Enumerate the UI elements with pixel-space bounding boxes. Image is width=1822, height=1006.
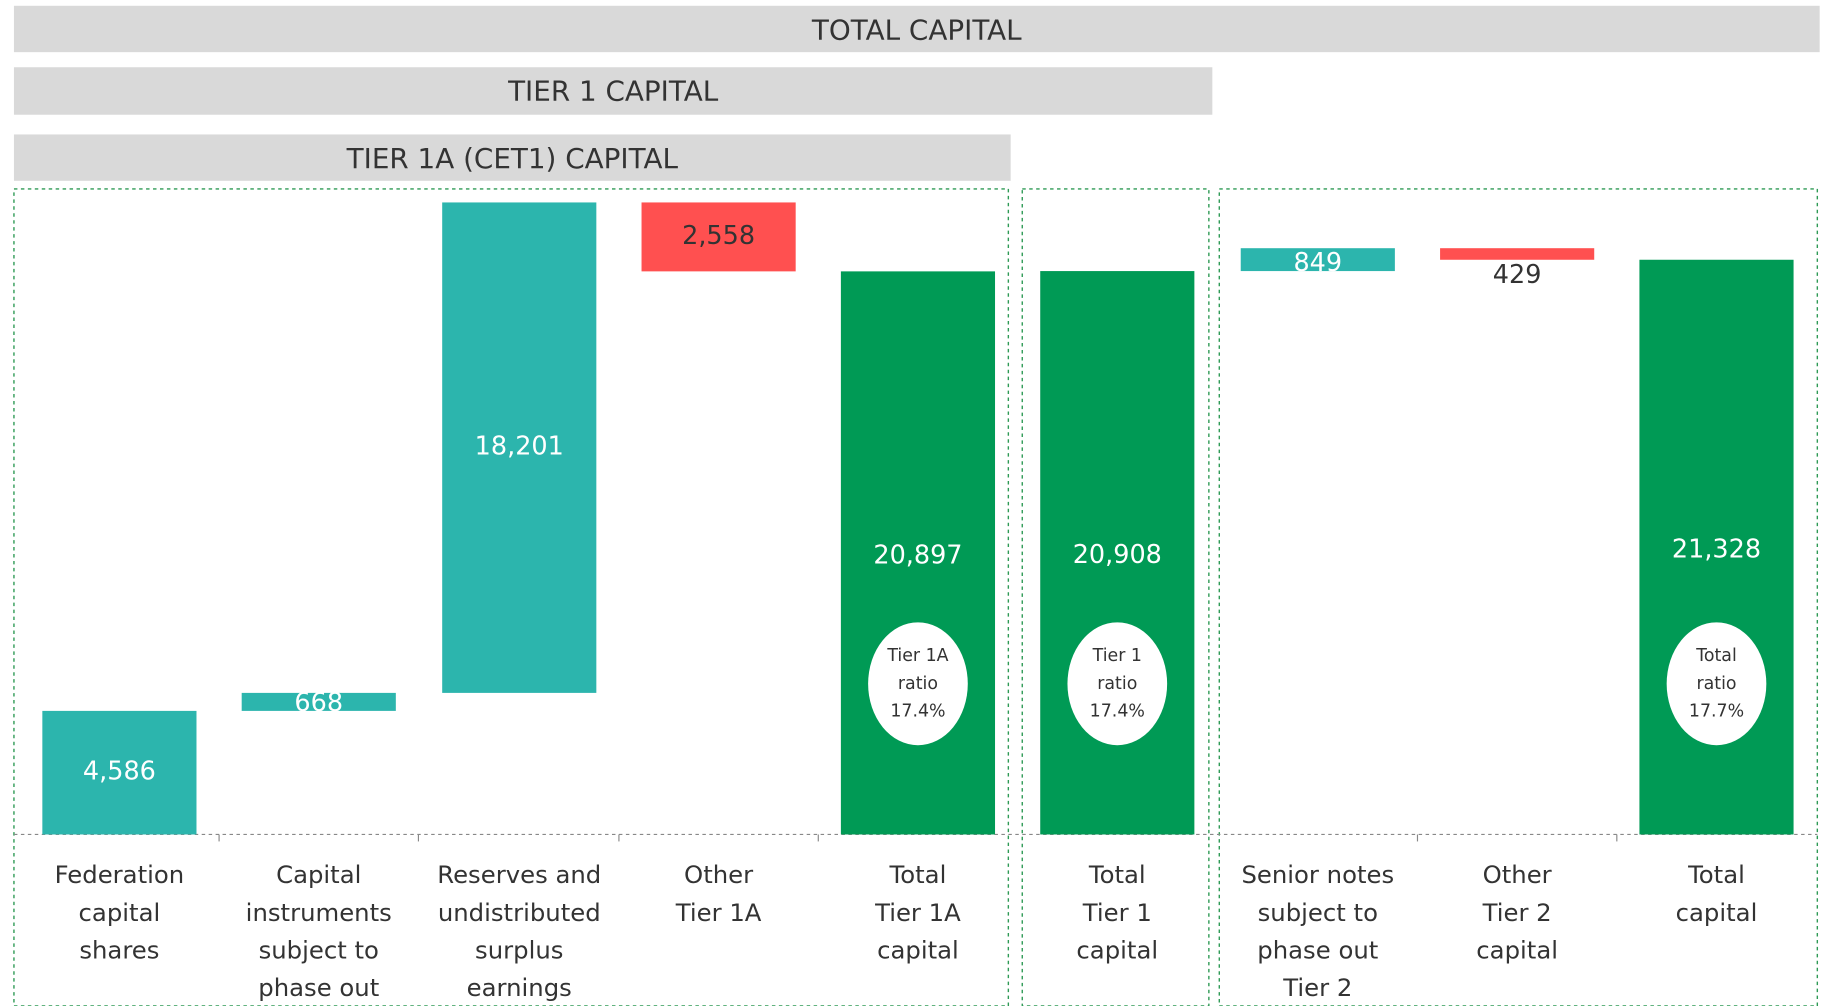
ratio-label: Tier 1 xyxy=(1092,646,1142,666)
ratio-label: Total xyxy=(1695,646,1737,666)
header-label: TIER 1A (CET1) CAPITAL xyxy=(346,142,679,175)
x-tick-label: undistributed xyxy=(438,898,601,927)
x-tick-label: Reserves and xyxy=(437,860,601,889)
x-tick-label: capital xyxy=(1676,898,1758,927)
value-label: 2,558 xyxy=(682,221,755,251)
header-bar xyxy=(13,67,1213,115)
header-bar xyxy=(13,134,1011,181)
header-label: TIER 1 CAPITAL xyxy=(507,75,719,108)
x-tick-label: Tier 1 xyxy=(1082,898,1152,927)
x-tick-label: phase out xyxy=(1257,936,1378,965)
x-tick-label: capital xyxy=(1076,936,1158,965)
x-tick-label: capital xyxy=(79,898,161,927)
x-tick-label: Tier 1A xyxy=(874,898,961,927)
x-tick-label: Tier 1A xyxy=(675,898,762,927)
x-tick-label: surplus xyxy=(475,936,563,965)
bar xyxy=(442,202,597,693)
x-tick-label: Tier 2 xyxy=(1482,898,1552,927)
ratio-badge xyxy=(1666,622,1767,746)
x-tick-label: phase out xyxy=(258,973,379,1002)
ratio-badge xyxy=(1067,622,1168,746)
ratio-label: 17.4% xyxy=(1090,702,1145,722)
bar xyxy=(1440,248,1595,260)
x-tick-label: Other xyxy=(684,860,753,889)
x-tick-label: capital xyxy=(1476,936,1558,965)
header-bar xyxy=(13,5,1820,53)
value-label: 20,908 xyxy=(1073,540,1162,570)
ratio-label: ratio xyxy=(1696,674,1736,694)
bar xyxy=(641,202,796,272)
value-label: 4,586 xyxy=(83,757,156,787)
value-label: 668 xyxy=(294,688,343,718)
group-box xyxy=(1021,188,1210,1006)
x-tick-label: Tier 2 xyxy=(1282,973,1352,1002)
x-tick-label: capital xyxy=(877,936,959,965)
x-tick-label: Senior notes xyxy=(1241,860,1394,889)
x-tick-label: subject to xyxy=(1258,898,1378,927)
x-tick-label: Other xyxy=(1483,860,1552,889)
ratio-label: 17.7% xyxy=(1689,702,1744,722)
bar xyxy=(1240,248,1395,272)
x-tick-label: shares xyxy=(79,936,159,965)
x-tick-label: Total xyxy=(1687,860,1745,889)
ratio-badge xyxy=(868,622,968,746)
bar xyxy=(241,692,396,711)
x-tick-label: Federation xyxy=(55,860,185,889)
value-label: 20,897 xyxy=(873,540,962,570)
x-tick-label: subject to xyxy=(259,936,379,965)
ratio-label: ratio xyxy=(1097,674,1137,694)
bar xyxy=(42,710,197,835)
value-label: 849 xyxy=(1293,248,1342,278)
ratio-label: ratio xyxy=(898,674,938,694)
ratio-label: Tier 1A xyxy=(886,646,948,666)
value-label: 429 xyxy=(1493,260,1542,290)
value-label: 18,201 xyxy=(475,432,564,462)
x-tick-label: Total xyxy=(889,860,947,889)
x-tick-label: earnings xyxy=(467,973,572,1002)
ratio-label: 17.4% xyxy=(890,702,945,722)
x-tick-label: instruments xyxy=(246,898,392,927)
x-tick-label: Capital xyxy=(276,860,361,889)
value-label: 21,328 xyxy=(1672,535,1761,565)
header-label: TOTAL CAPITAL xyxy=(811,13,1022,46)
x-tick-label: Total xyxy=(1088,860,1146,889)
